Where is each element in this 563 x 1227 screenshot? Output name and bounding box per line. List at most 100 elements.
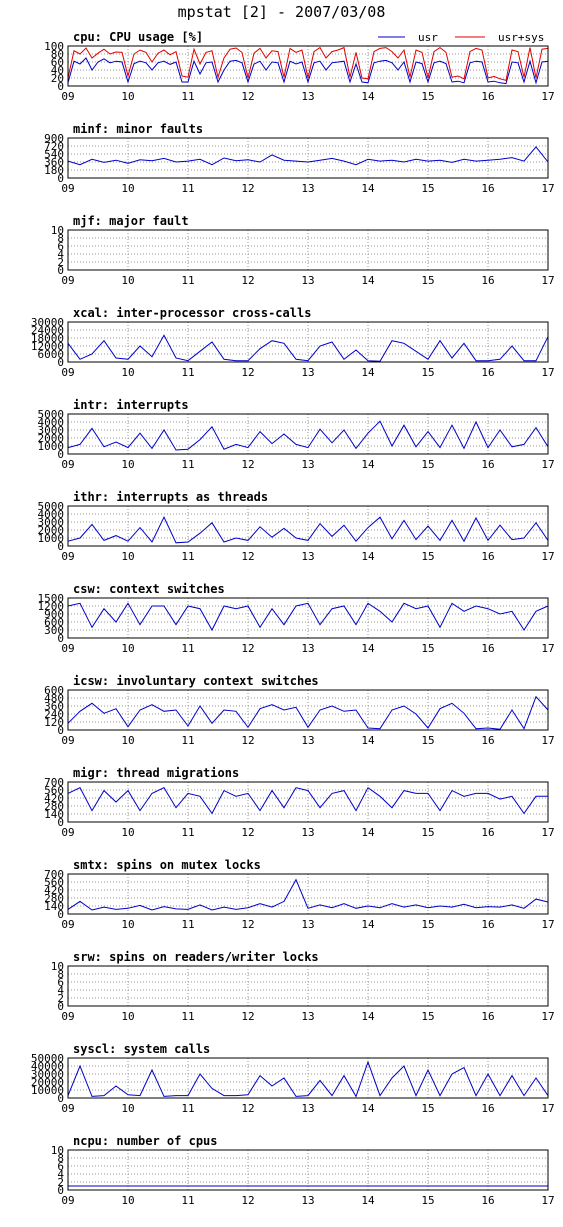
x-tick-label: 13	[301, 1010, 314, 1023]
x-tick-label: 10	[121, 550, 134, 563]
x-tick-label: 11	[181, 1194, 194, 1207]
y-tick-label: 280	[44, 800, 64, 813]
x-tick-label: 12	[241, 274, 254, 287]
x-tick-label: 17	[541, 1194, 554, 1207]
x-tick-label: 13	[301, 826, 314, 839]
x-tick-label: 14	[361, 90, 375, 103]
y-tick-label: 100	[44, 40, 64, 53]
x-tick-label: 15	[421, 274, 434, 287]
x-tick-label: 12	[241, 1010, 254, 1023]
y-tick-label: 50000	[31, 1052, 64, 1065]
y-tick-label: 600	[44, 684, 64, 697]
plot-frame	[67, 229, 549, 271]
y-tick-label: 20	[51, 72, 64, 85]
plot-frame	[67, 137, 549, 179]
series-line	[67, 878, 549, 911]
chart-title: migr: thread migrations	[73, 766, 239, 780]
y-tick-label: 2	[57, 256, 64, 269]
x-tick-label: 10	[121, 642, 134, 655]
y-tick-label: 420	[44, 884, 64, 897]
series-line	[67, 420, 549, 451]
x-tick-label: 10	[121, 90, 134, 103]
y-tick-label: 3000	[38, 516, 65, 529]
plot-frame	[67, 689, 549, 731]
x-tick-label: 12	[241, 642, 254, 655]
series-line	[67, 46, 549, 82]
chart-title: ncpu: number of cpus	[73, 1134, 218, 1148]
x-tick-label: 09	[61, 1102, 74, 1115]
x-tick-label: 14	[361, 734, 375, 747]
x-tick-label: 12	[241, 734, 254, 747]
x-tick-label: 09	[61, 90, 74, 103]
chart-title: minf: minor faults	[73, 122, 203, 136]
y-tick-label: 0	[57, 356, 64, 369]
x-tick-label: 14	[361, 366, 375, 379]
x-tick-label: 11	[181, 1010, 194, 1023]
x-tick-label: 09	[61, 366, 74, 379]
x-tick-label: 17	[541, 274, 554, 287]
x-tick-label: 17	[541, 366, 554, 379]
chart-panel: syscl: system calls500004000030000200001…	[31, 1042, 555, 1115]
x-tick-label: 12	[241, 1102, 254, 1115]
x-tick-label: 10	[121, 734, 134, 747]
x-tick-label: 15	[421, 550, 434, 563]
chart-title: intr: interrupts	[73, 398, 189, 412]
x-tick-label: 10	[121, 274, 134, 287]
y-tick-label: 12000	[31, 340, 64, 353]
y-tick-label: 900	[44, 608, 64, 621]
x-tick-label: 12	[241, 366, 254, 379]
x-tick-label: 16	[481, 274, 494, 287]
x-tick-label: 16	[481, 918, 494, 931]
x-tick-label: 13	[301, 458, 314, 471]
y-tick-label: 4	[57, 1168, 64, 1181]
y-tick-label: 30000	[31, 316, 64, 329]
chart-panel: migr: thread migrations 70056042028014000…	[44, 766, 555, 839]
x-tick-label: 15	[421, 1010, 434, 1023]
y-tick-label: 0	[57, 1000, 64, 1013]
y-tick-label: 120	[44, 716, 64, 729]
x-tick-label: 12	[241, 458, 254, 471]
x-tick-label: 09	[61, 182, 74, 195]
x-tick-label: 16	[481, 90, 494, 103]
x-tick-label: 14	[361, 182, 375, 195]
y-tick-label: 300	[44, 624, 64, 637]
x-tick-label: 16	[481, 458, 494, 471]
plot-frame	[67, 413, 549, 455]
x-tick-label: 10	[121, 826, 134, 839]
y-tick-label: 0	[57, 908, 64, 921]
legend-label: usr	[418, 31, 438, 44]
x-tick-label: 13	[301, 1102, 314, 1115]
y-tick-label: 20000	[31, 1076, 64, 1089]
chart-title: cpu: CPU usage [%]	[73, 30, 203, 44]
y-tick-label: 4000	[38, 508, 65, 521]
chart-panel: ithr: interrupts as threads 5000400030002…	[38, 490, 555, 563]
y-tick-label: 2000	[38, 524, 65, 537]
y-tick-label: 8	[57, 232, 64, 245]
y-tick-label: 280	[44, 892, 64, 905]
y-tick-label: 3000	[38, 424, 65, 437]
x-tick-label: 13	[301, 274, 314, 287]
y-tick-label: 700	[44, 868, 64, 881]
y-tick-label: 10	[51, 1144, 64, 1157]
y-tick-label: 4	[57, 984, 64, 997]
y-tick-label: 30000	[31, 1068, 64, 1081]
plot-frame	[67, 873, 549, 915]
x-tick-label: 11	[181, 274, 194, 287]
y-tick-label: 6000	[38, 348, 65, 361]
x-tick-label: 16	[481, 734, 494, 747]
x-tick-label: 14	[361, 642, 375, 655]
plot-frame	[67, 45, 549, 87]
x-tick-label: 17	[541, 1102, 554, 1115]
plot-frame	[67, 597, 549, 639]
x-tick-label: 17	[541, 918, 554, 931]
y-tick-label: 4000	[38, 416, 65, 429]
x-tick-label: 09	[61, 826, 74, 839]
x-tick-label: 11	[181, 1102, 194, 1115]
x-tick-label: 13	[301, 366, 314, 379]
x-tick-label: 16	[481, 826, 494, 839]
series-line	[67, 786, 548, 815]
y-tick-label: 900	[44, 132, 64, 145]
